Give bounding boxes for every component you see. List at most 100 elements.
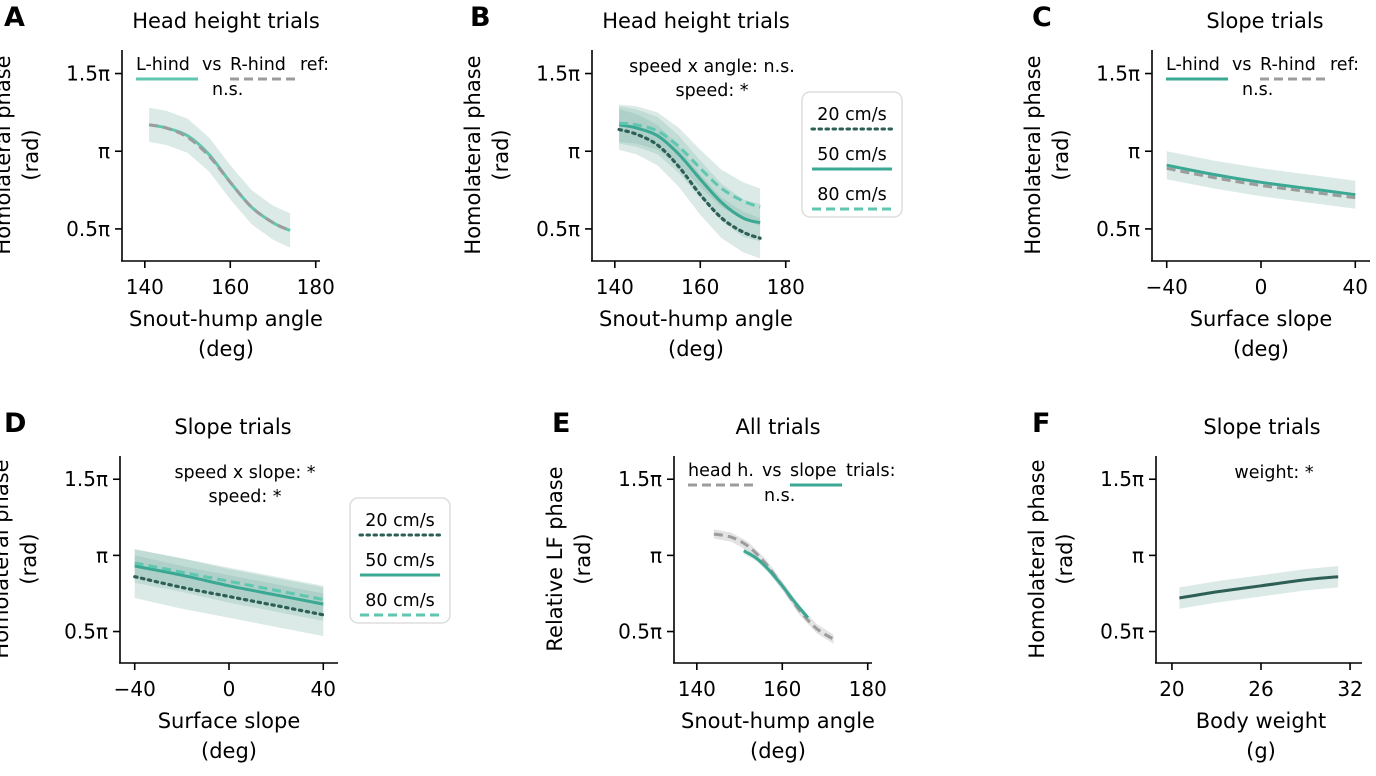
x-axis-label: Surface slope: [1190, 307, 1333, 331]
y-tick-label: π: [650, 543, 662, 567]
legend-entry-label: 50 cm/s: [365, 551, 435, 571]
panel-letter: C: [1032, 2, 1052, 33]
y-axis-label: (rad): [1053, 533, 1077, 584]
y-axis-label: Homolateral phase: [461, 55, 485, 254]
series-line-1: [1166, 163, 1356, 197]
y-tick-label: π: [96, 543, 108, 567]
legend-text: L-hind: [136, 55, 190, 75]
y-tick-label: 0.5π: [64, 620, 108, 644]
y-tick-label: 1.5π: [1100, 467, 1144, 491]
y-tick-label: 0.5π: [618, 620, 662, 644]
y-tick-label: 1.5π: [618, 467, 662, 491]
x-tick-label: 140: [678, 677, 716, 701]
legend-text: vs: [1232, 55, 1251, 75]
legend-entry-label: 80 cm/s: [817, 185, 887, 205]
y-tick-label: 0.5π: [536, 217, 580, 241]
x-tick-label: 180: [767, 275, 805, 299]
x-axis-label: Snout-hump angle: [129, 307, 323, 331]
panel-letter: A: [4, 2, 25, 33]
legend-text: vs: [762, 461, 781, 481]
panel-b: B Head height trials 0.5π π 1.5π 140 160 180 Sno…: [461, 2, 903, 361]
x-axis-label: (deg): [668, 337, 724, 361]
series-line-1: [133, 575, 325, 617]
panel-letter: B: [470, 2, 491, 33]
legend-text: ref:: [1330, 55, 1359, 75]
y-axis-label: Homolateral phase: [1025, 459, 1049, 658]
legend-text: trials:: [846, 461, 896, 481]
x-axis-label: Snout-hump angle: [681, 709, 875, 733]
panel-title: Slope trials: [174, 415, 291, 439]
panel-letter: E: [552, 408, 570, 439]
x-axis-label: (deg): [1233, 337, 1289, 361]
panel-title: Slope trials: [1206, 9, 1323, 33]
x-axis-label: Surface slope: [158, 709, 301, 733]
stats-annotation: weight: *: [1234, 463, 1313, 483]
y-axis-label: (rad): [489, 129, 513, 180]
x-tick-label: −40: [114, 677, 156, 701]
x-tick-label: 140: [126, 275, 164, 299]
legend-text: ref:: [300, 55, 329, 75]
x-tick-label: 180: [849, 677, 887, 701]
legend-result: n.s.: [212, 80, 243, 100]
legend-entry-label: 20 cm/s: [365, 511, 435, 531]
x-axis-label: Snout-hump angle: [599, 307, 793, 331]
x-tick-label: 160: [763, 677, 801, 701]
x-tick-label: 0: [1255, 275, 1268, 299]
x-axis-label: (deg): [198, 337, 254, 361]
confidence-band: [1166, 151, 1356, 209]
panel-e: E All trials 0.5π π 1.5π 140 160 180 Snout-hump …: [543, 408, 896, 763]
panel-a: A Head height trials 0.5π π 1.5π 140 160 180 Sno…: [0, 2, 335, 361]
y-axis-label: (rad): [571, 533, 595, 584]
x-axis-label: (deg): [750, 739, 806, 763]
y-axis-label: (rad): [19, 129, 43, 180]
y-tick-label: 0.5π: [66, 217, 110, 241]
panel-title: Head height trials: [132, 9, 320, 33]
series-line-2: [148, 123, 291, 232]
legend-text: head h.: [688, 461, 754, 481]
series-line-2: [743, 549, 810, 619]
series-line-2: [1166, 166, 1356, 200]
series-line-1: [617, 127, 762, 240]
confidence-band: [134, 549, 324, 614]
confidence-band: [149, 107, 291, 248]
legend-box: [801, 91, 903, 218]
x-tick-label: 26: [1248, 677, 1273, 701]
x-axis-label: (g): [1246, 739, 1276, 763]
legend-entry-label: 50 cm/s: [817, 145, 887, 165]
x-axis-label: Body weight: [1196, 709, 1327, 733]
x-axis-label: (deg): [201, 739, 257, 763]
stats-annotation: speed x slope: *: [174, 463, 315, 483]
y-tick-label: 1.5π: [64, 467, 108, 491]
legend-box: [349, 497, 451, 624]
y-axis-label: Homolateral phase: [0, 459, 13, 658]
y-tick-label: 1.5π: [536, 62, 580, 86]
x-tick-label: 20: [1159, 677, 1184, 701]
x-tick-label: 40: [311, 677, 336, 701]
panel-c: C Slope trials 0.5π π 1.5π −40 0 40 Surface slop…: [1021, 2, 1370, 361]
stats-annotation: speed: *: [208, 487, 281, 507]
legend-text: L-hind: [1166, 55, 1220, 75]
confidence-band: [619, 106, 761, 242]
x-tick-label: 180: [297, 275, 335, 299]
y-tick-label: π: [568, 139, 580, 163]
series-line-2: [134, 564, 324, 606]
panel-f: F Slope trials 0.5π π 1.5π 20 26 32 Body weight (…: [1025, 408, 1363, 763]
y-tick-label: 0.5π: [1096, 217, 1140, 241]
legend-entry-label: 20 cm/s: [817, 105, 887, 125]
legend-text: R-hind: [1260, 55, 1316, 75]
legend-entry-label: 80 cm/s: [365, 591, 435, 611]
stats-annotation: speed x angle: n.s.: [629, 57, 795, 77]
y-axis-label: Homolateral phase: [1021, 55, 1045, 254]
y-tick-label: 1.5π: [66, 62, 110, 86]
y-tick-label: 0.5π: [1100, 620, 1144, 644]
y-axis-label: Relative LF phase: [543, 466, 567, 651]
legend-text: slope: [790, 461, 837, 481]
stats-annotation: speed: *: [675, 81, 748, 101]
legend-text: R-hind: [230, 55, 286, 75]
panel-title: All trials: [735, 415, 820, 439]
confidence-band: [713, 529, 834, 644]
legend-text: vs: [202, 55, 221, 75]
series-line-2: [618, 123, 761, 225]
panel-letter: F: [1032, 408, 1050, 439]
